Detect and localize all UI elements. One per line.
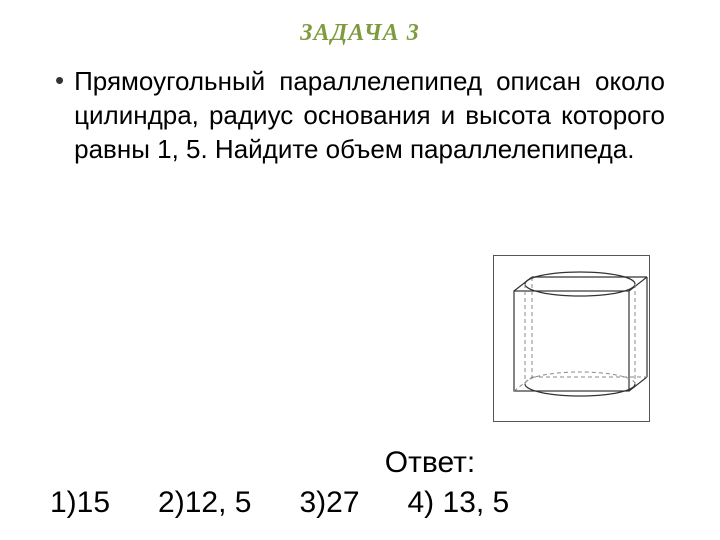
option-4: 4) 13, 5 (408, 486, 510, 520)
option-3: 3)27 (299, 486, 359, 520)
cube-cylinder-diagram (494, 256, 649, 421)
option-2: 2)12, 5 (158, 486, 251, 520)
problem-text: Прямоугольный параллелепипед описан окол… (74, 65, 665, 166)
bullet: • (55, 65, 64, 96)
problem-block: • Прямоугольный параллелепипед описан ок… (55, 65, 665, 166)
answer-label: Ответ: (140, 446, 720, 480)
figure-container (493, 255, 650, 422)
option-1: 1)15 (50, 486, 110, 520)
answer-section: Ответ: 1)15 2)12, 5 3)27 4) 13, 5 (0, 446, 720, 520)
problem-title: ЗАДАЧА 3 (55, 20, 665, 47)
answer-options: 1)15 2)12, 5 3)27 4) 13, 5 (40, 486, 720, 520)
